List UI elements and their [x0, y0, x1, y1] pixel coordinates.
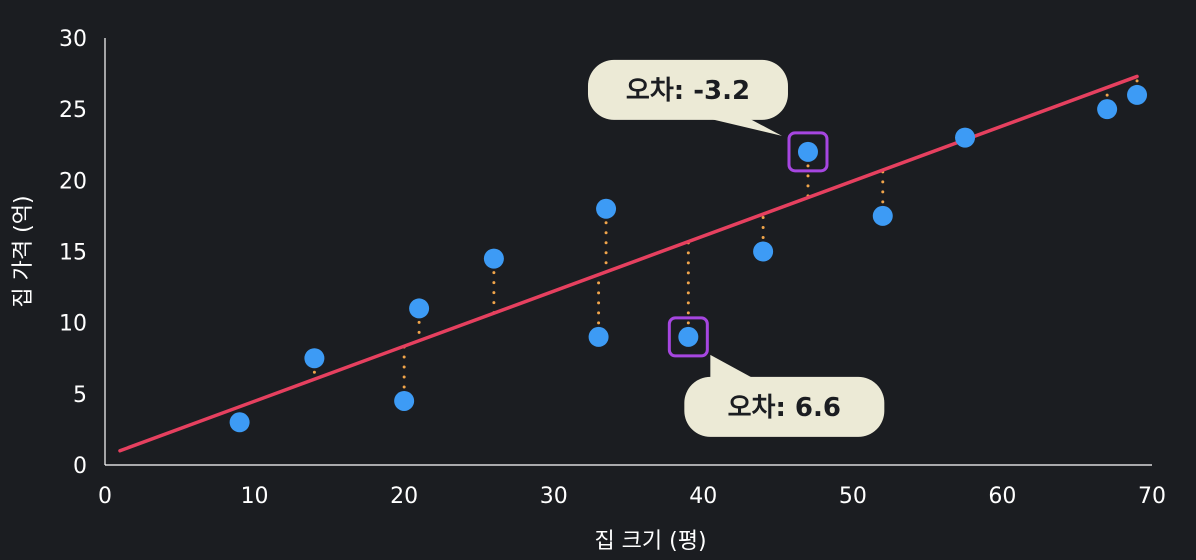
callout-tail — [705, 117, 782, 136]
data-points — [229, 84, 1148, 433]
x-tick-label: 20 — [390, 484, 418, 509]
data-point — [1097, 99, 1118, 120]
callout-label: 오차: -3.2 — [626, 76, 750, 106]
callout-label: 오차: 6.6 — [728, 393, 841, 423]
data-point — [394, 390, 415, 411]
callout-bubble — [587, 59, 788, 120]
x-tick-labels: 0 10 20 30 40 50 60 70 — [98, 484, 1166, 509]
data-point — [588, 326, 609, 347]
axes — [104, 38, 1152, 466]
callout-tail — [710, 354, 755, 379]
y-tick-labels: 0 5 10 15 20 25 30 — [59, 27, 87, 479]
y-tick-label: 15 — [59, 241, 87, 266]
data-point — [483, 248, 504, 269]
data-point — [753, 241, 774, 262]
x-tick-label: 30 — [540, 484, 568, 509]
callout-bubble — [684, 376, 885, 437]
data-point — [304, 348, 325, 369]
y-tick-label: 10 — [59, 312, 87, 337]
y-tick-label: 20 — [59, 169, 87, 194]
data-point — [229, 412, 250, 433]
highlight-box — [787, 131, 829, 173]
data-point — [955, 127, 976, 148]
y-tick-label: 25 — [59, 98, 87, 123]
x-tick-label: 70 — [1138, 484, 1166, 509]
data-point — [797, 141, 818, 162]
x-axis-title: 집 크기 (평) — [594, 529, 706, 554]
callout: 오차: 6.6 — [684, 354, 885, 437]
y-axis-title: 집 가격 (억) — [11, 195, 36, 307]
y-tick-label: 0 — [73, 454, 87, 479]
data-point — [409, 298, 430, 319]
data-point — [596, 198, 617, 219]
y-tick-label: 30 — [59, 27, 87, 52]
x-tick-label: 40 — [689, 484, 717, 509]
x-tick-label: 60 — [988, 484, 1016, 509]
callouts: 오차: -3.2 오차: 6.6 — [587, 59, 885, 437]
residual-lines — [312, 74, 1139, 389]
y-tick-label: 5 — [73, 383, 87, 408]
x-tick-label: 10 — [241, 484, 269, 509]
callout: 오차: -3.2 — [587, 59, 788, 136]
regression-line — [118, 74, 1139, 453]
x-tick-label: 50 — [839, 484, 867, 509]
highlight-box — [667, 316, 709, 358]
data-point — [1127, 84, 1148, 105]
highlight-boxes — [667, 131, 829, 358]
data-point — [872, 205, 893, 226]
data-point — [678, 326, 699, 347]
x-tick-label: 0 — [98, 484, 112, 509]
